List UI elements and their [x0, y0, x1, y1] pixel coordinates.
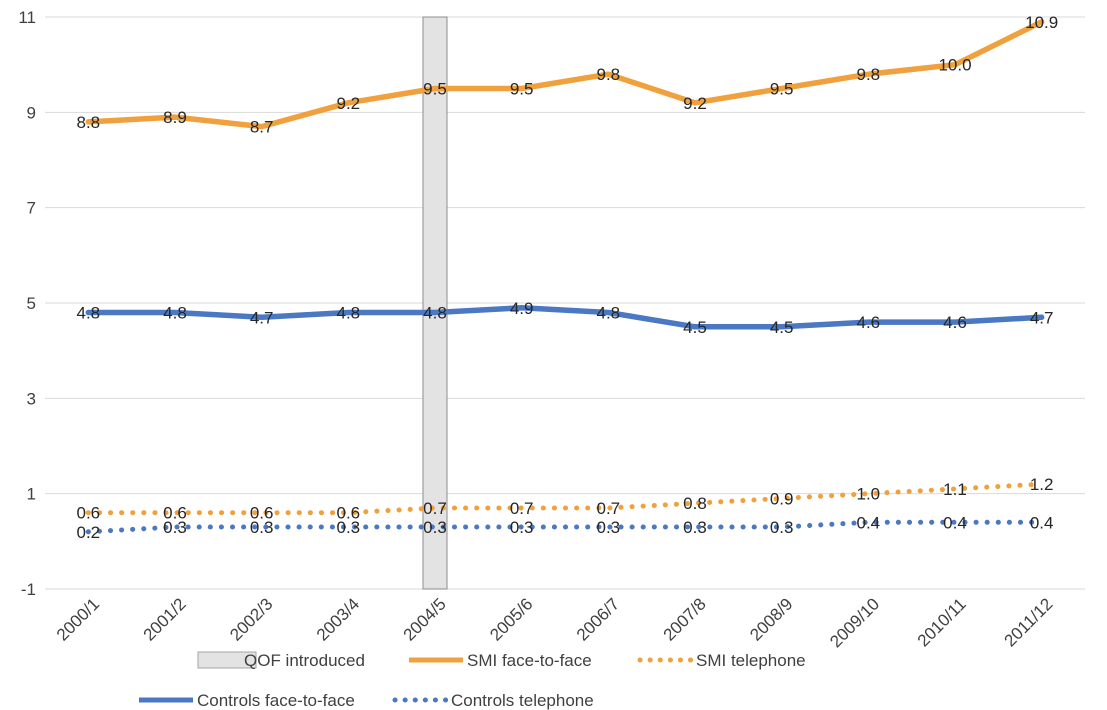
data-label: 8.8	[77, 113, 101, 132]
series-line-smi-telephone	[85, 481, 1045, 516]
y-tick-label: 9	[27, 103, 36, 122]
x-axis-ticks: 2000/1 2001/2 2002/3 2003/4 2004/5 2005/6 2006…	[53, 594, 1057, 651]
data-label: 0.6	[337, 504, 361, 523]
data-label: 4.7	[1030, 308, 1054, 327]
data-label: 9.5	[770, 80, 794, 99]
qof-highlight-bar	[422, 16, 448, 590]
data-label: 0.3	[597, 518, 621, 537]
data-label: 0.6	[163, 504, 187, 523]
x-tick-label: 2004/5	[400, 594, 450, 644]
x-tick-label: 2005/6	[486, 594, 536, 644]
legend: QOF introduced SMI face-to-face SMI teleph…	[139, 651, 806, 710]
data-label: 4.6	[857, 313, 881, 332]
data-label: 4.8	[337, 304, 361, 323]
data-label: 0.4	[1030, 513, 1054, 532]
data-label: 0.4	[857, 513, 881, 532]
data-label: 0.7	[510, 499, 534, 518]
series-lines	[85, 19, 1045, 535]
data-label: 10.0	[938, 56, 971, 75]
y-tick-label: 7	[27, 199, 36, 218]
data-label: 9.8	[857, 65, 881, 84]
data-label: 0.2	[77, 523, 101, 542]
data-label: 4.7	[250, 308, 274, 327]
x-tick-label: 2003/4	[313, 594, 363, 644]
y-tick-label: -1	[21, 580, 36, 599]
data-label: 0.3	[250, 518, 274, 537]
legend-label: SMI telephone	[696, 651, 806, 670]
data-label: 9.8	[597, 65, 621, 84]
data-label: 0.4	[943, 513, 967, 532]
x-tick-label: 2000/1	[53, 594, 103, 644]
legend-swatch-qof	[197, 651, 257, 669]
y-tick-label: 11	[18, 8, 36, 27]
x-tick-label: 2008/9	[746, 594, 796, 644]
data-labels: 8.8 8.9 8.7 9.2 9.5 9.5 9.8 9.2 9.5 9.8 10.0 10.9 0.…	[77, 13, 1059, 542]
data-label: 0.3	[683, 518, 707, 537]
data-label: 0.7	[597, 499, 621, 518]
data-label: 4.8	[423, 304, 447, 323]
data-label: 4.8	[163, 304, 187, 323]
data-label: 0.3	[423, 518, 447, 537]
data-label: 0.3	[770, 518, 794, 537]
data-label: 4.5	[770, 318, 794, 337]
data-label: 0.3	[337, 518, 361, 537]
data-label: 4.6	[943, 313, 967, 332]
data-label: 4.8	[597, 304, 621, 323]
data-label: 8.9	[163, 108, 187, 127]
data-label: 0.9	[770, 489, 794, 508]
data-label: 4.9	[510, 299, 534, 318]
series-line-controls-face-to-face	[85, 305, 1045, 330]
data-label: 1.1	[943, 480, 967, 499]
data-label: 9.5	[423, 80, 447, 99]
x-tick-label: 2006/7	[573, 594, 623, 644]
x-tick-label: 2002/3	[226, 594, 276, 644]
data-label: 0.6	[250, 504, 274, 523]
data-label: 1.0	[857, 485, 881, 504]
y-axis-ticks: -1 1 3 5 7 9 11	[18, 8, 36, 599]
series-line-controls-telephone	[85, 519, 1045, 535]
data-label: 10.9	[1025, 13, 1058, 32]
x-tick-label: 2007/8	[660, 594, 710, 644]
data-label: 0.6	[77, 504, 101, 523]
qof-highlight-region	[422, 16, 448, 590]
legend-label: Controls face-to-face	[197, 691, 355, 710]
data-label: 8.7	[250, 118, 274, 137]
y-tick-label: 3	[27, 389, 36, 408]
data-label: 9.2	[337, 94, 361, 113]
legend-label: SMI face-to-face	[467, 651, 592, 670]
x-tick-label: 2010/11	[914, 594, 970, 650]
series-line-smi-face-to-face	[85, 19, 1045, 130]
y-tick-label: 5	[27, 294, 36, 313]
legend-label: Controls telephone	[451, 691, 594, 710]
x-tick-label: 2011/12	[1000, 594, 1056, 650]
data-label: 0.8	[683, 494, 707, 513]
data-label: 0.3	[510, 518, 534, 537]
data-label: 9.5	[510, 80, 534, 99]
y-tick-label: 1	[27, 485, 36, 504]
data-label: 9.2	[683, 94, 707, 113]
legend-label: QOF introduced	[244, 651, 365, 670]
data-label: 1.2	[1030, 475, 1054, 494]
data-label: 4.5	[683, 318, 707, 337]
data-label: 0.3	[163, 518, 187, 537]
data-label: 0.7	[423, 499, 447, 518]
x-tick-label: 2009/10	[826, 594, 883, 651]
x-tick-label: 2001/2	[140, 594, 190, 644]
gridlines	[45, 16, 1085, 590]
data-label: 4.8	[77, 304, 101, 323]
